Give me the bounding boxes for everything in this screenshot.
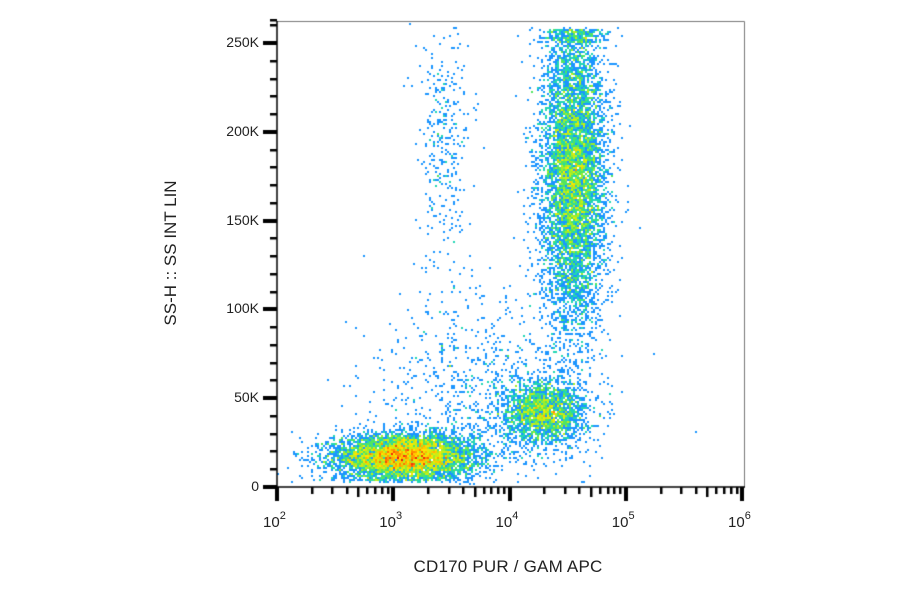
x-tick-label: 105 [611,510,635,531]
x-tick-label: 103 [379,510,403,531]
y-tick-label: 50K [234,389,259,406]
y-axis-title: SS-H :: SS INT LIN [161,180,180,326]
y-tick-label: 100K [226,300,259,317]
y-tick-label: 200K [226,122,259,139]
y-tick-label: 150K [226,211,259,228]
y-tick-label: 0 [251,478,259,494]
x-tick-label: 104 [495,510,519,531]
y-tick-label: 250K [226,34,259,50]
x-tick-label: 102 [263,510,286,531]
x-tick-label: 106 [728,510,751,531]
x-axis-title: CD170 PUR / GAM APC [413,557,603,576]
